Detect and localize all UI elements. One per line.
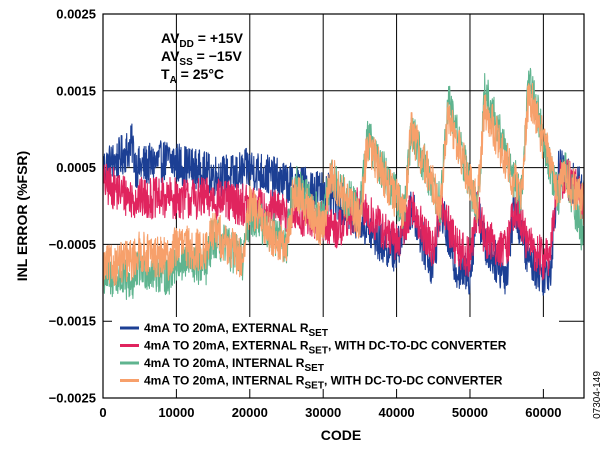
condition-line: AVDD = +15V [161,30,244,50]
series-line-4 [103,82,584,287]
x-tick-label: 20000 [232,405,268,420]
figure-id: 07304-149 [592,371,603,419]
legend-entry: 4mA TO 20mA, EXTERNAL RSET, WITH DC-TO-D… [144,339,507,357]
plot-frame [102,13,585,399]
x-tick-label: 60000 [525,405,561,420]
x-tick-labels: 0 10000 20000 30000 40000 50000 60000 [99,405,561,420]
x-tick-label: 0 [99,405,106,420]
x-tick-label: 40000 [379,405,415,420]
x-tick-label: 50000 [452,405,488,420]
series-line-2 [103,159,584,281]
legend-entry: 4mA TO 20mA, EXTERNAL RSET [144,321,328,339]
y-tick-label: −0.0015 [49,314,96,329]
x-axis-label: CODE [321,427,361,443]
y-tick-label: 0.0005 [56,160,96,175]
legend-entry: 4mA TO 20mA, INTERNAL RSET, WITH DC-TO-D… [144,374,503,392]
condition-line: AVSS = −15V [161,48,242,68]
series-layer [103,67,584,301]
y-tick-label: 0.0025 [56,7,96,22]
y-tick-label: −0.0025 [49,391,96,406]
x-tick-label: 10000 [158,405,194,420]
y-tick-label: −0.0005 [49,237,96,252]
y-axis-label: INL ERROR (%FSR) [14,151,30,281]
y-tick-labels: 0.0025 0.0015 0.0005 −0.0005 −0.0015 −0.0025 [49,7,96,406]
x-tick-label: 30000 [305,405,341,420]
condition-line: TA = 25°C [161,66,224,86]
legend-background [112,317,559,389]
legend-entry: 4mA TO 20mA, INTERNAL RSET [144,356,324,374]
y-tick-label: 0.0015 [56,83,96,98]
